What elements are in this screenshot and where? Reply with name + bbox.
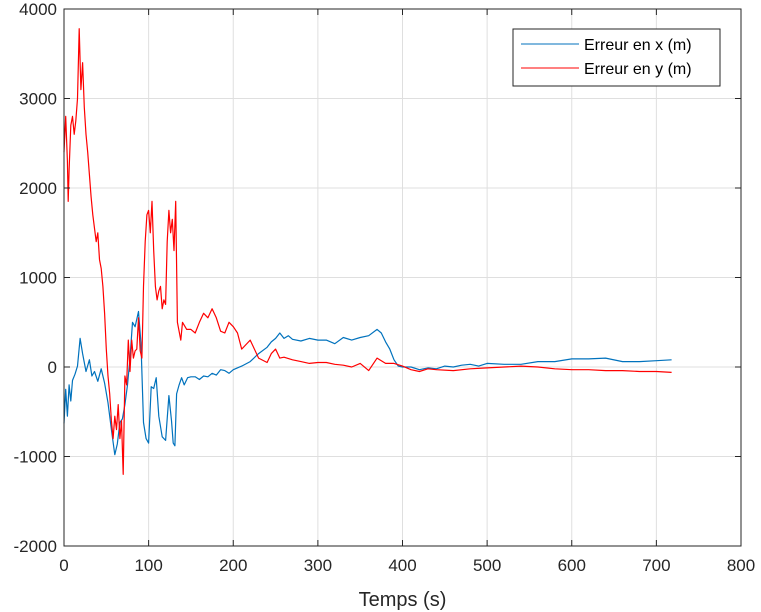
y-tick-label: 4000: [19, 0, 57, 19]
legend-label-x: Erreur en x (m): [584, 37, 692, 54]
x-tick-label: 700: [642, 556, 670, 575]
axis-ticks: [63, 8, 742, 547]
legend-box: [512, 28, 721, 87]
series-layer: [63, 28, 672, 475]
series-line-0: [63, 310, 672, 456]
x-tick-label: 200: [219, 556, 247, 575]
x-tick-label: 0: [59, 556, 68, 575]
x-tick-labels: 0 100 200 300 400 500 600 700 800: [59, 556, 755, 575]
x-tick-label: 800: [727, 556, 755, 575]
x-axis-label: Temps (s): [359, 589, 447, 611]
series-line-1: [63, 28, 672, 475]
x-tick-label: 600: [558, 556, 586, 575]
grid-lines: [64, 9, 741, 546]
y-tick-label: 1000: [19, 269, 57, 288]
y-tick-label: 0: [48, 358, 57, 377]
x-tick-label: 300: [304, 556, 332, 575]
y-tick-label: 3000: [19, 90, 57, 109]
y-tick-label: -2000: [14, 537, 57, 556]
x-tick-label: 500: [473, 556, 501, 575]
legend-label-y: Erreur en y (m): [584, 61, 692, 78]
y-tick-label: -1000: [14, 448, 57, 467]
y-tick-label: 2000: [19, 179, 57, 198]
x-tick-label: 100: [134, 556, 162, 575]
y-tick-labels: -2000 -1000 0 1000 2000 3000 4000: [14, 0, 57, 556]
x-tick-label: 400: [388, 556, 416, 575]
legend: Erreur en x (m) Erreur en y (m): [512, 28, 721, 87]
